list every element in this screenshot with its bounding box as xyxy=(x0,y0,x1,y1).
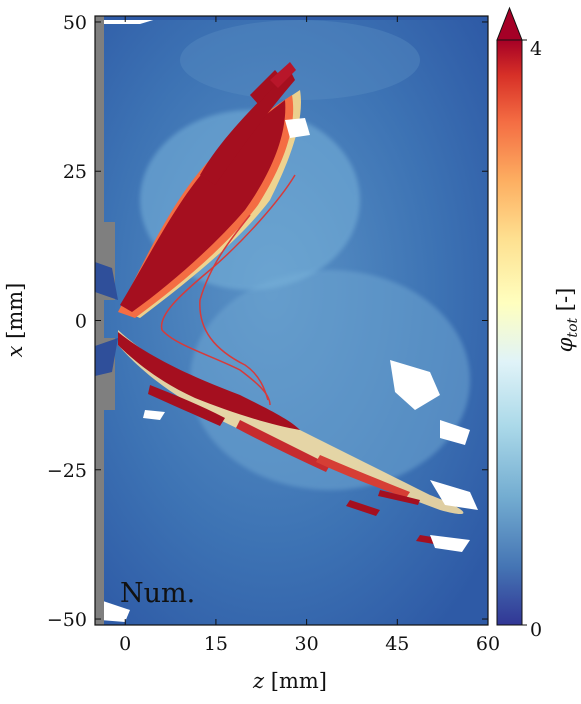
colorbar-extend-arrow xyxy=(496,6,523,41)
upper-spray xyxy=(118,62,301,318)
light-region xyxy=(180,20,420,100)
colorbar-title: φtot [-] xyxy=(553,288,581,353)
y-tick-label: −25 xyxy=(47,460,87,482)
x-axis-title: z [mm] xyxy=(252,669,327,693)
top-edge xyxy=(104,16,488,20)
colorbar-tick-label-max: 4 xyxy=(530,38,542,60)
x-axis: 0 15 30 45 60 xyxy=(119,16,500,655)
x-tick-label: 60 xyxy=(476,633,500,655)
x-tick-label: 45 xyxy=(385,633,409,655)
colorbar-tick-label-min: 0 xyxy=(530,619,542,641)
x-tick-label: 15 xyxy=(204,633,228,655)
y-tick-label: 50 xyxy=(63,12,87,34)
plot-area xyxy=(95,16,488,625)
contour-lines xyxy=(160,174,296,406)
colorbar-body xyxy=(496,39,523,626)
colorbar: 0 4 φtot [-] xyxy=(496,6,581,641)
x-tick-label: 0 xyxy=(119,633,131,655)
y-axis-title: x [mm] xyxy=(3,283,27,358)
lower-spray xyxy=(118,330,464,546)
y-tick-label: −50 xyxy=(47,609,87,631)
y-tick-label: 0 xyxy=(75,311,87,333)
annotation-label: Num. xyxy=(120,578,195,609)
y-tick-label: 25 xyxy=(63,161,87,183)
y-axis: −50 −25 0 25 50 xyxy=(47,12,488,631)
x-tick-label: 30 xyxy=(295,633,319,655)
